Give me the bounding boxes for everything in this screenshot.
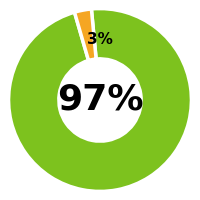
Wedge shape bbox=[74, 9, 96, 60]
Text: 3%: 3% bbox=[87, 32, 113, 47]
Wedge shape bbox=[9, 9, 191, 191]
Text: 97%: 97% bbox=[57, 83, 143, 117]
